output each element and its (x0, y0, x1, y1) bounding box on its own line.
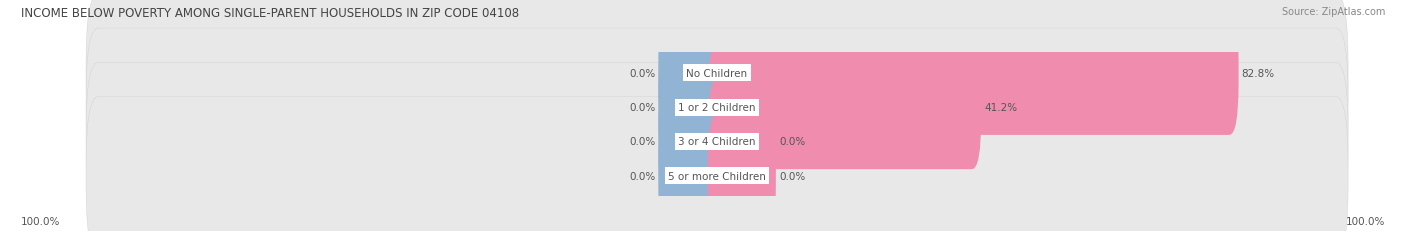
Text: 0.0%: 0.0% (628, 69, 655, 79)
FancyBboxPatch shape (86, 97, 1348, 231)
Text: 100.0%: 100.0% (1346, 216, 1385, 226)
FancyBboxPatch shape (86, 63, 1348, 221)
Text: 0.0%: 0.0% (628, 137, 655, 147)
Text: INCOME BELOW POVERTY AMONG SINGLE-PARENT HOUSEHOLDS IN ZIP CODE 04108: INCOME BELOW POVERTY AMONG SINGLE-PARENT… (21, 7, 519, 20)
Text: No Children: No Children (686, 69, 748, 79)
Text: 3 or 4 Children: 3 or 4 Children (678, 137, 756, 147)
Text: 0.0%: 0.0% (779, 137, 806, 147)
FancyBboxPatch shape (707, 12, 1239, 135)
Text: 41.2%: 41.2% (984, 103, 1018, 113)
Text: 5 or more Children: 5 or more Children (668, 171, 766, 181)
FancyBboxPatch shape (658, 46, 727, 169)
Text: 82.8%: 82.8% (1241, 69, 1275, 79)
FancyBboxPatch shape (707, 46, 981, 169)
FancyBboxPatch shape (86, 0, 1348, 152)
Text: 0.0%: 0.0% (779, 171, 806, 181)
Text: 0.0%: 0.0% (628, 103, 655, 113)
FancyBboxPatch shape (658, 80, 727, 204)
FancyBboxPatch shape (707, 114, 776, 231)
Text: 0.0%: 0.0% (628, 171, 655, 181)
FancyBboxPatch shape (86, 29, 1348, 186)
Text: Source: ZipAtlas.com: Source: ZipAtlas.com (1281, 7, 1385, 17)
FancyBboxPatch shape (707, 80, 776, 204)
FancyBboxPatch shape (658, 12, 727, 135)
FancyBboxPatch shape (658, 114, 727, 231)
Text: 1 or 2 Children: 1 or 2 Children (678, 103, 756, 113)
Text: 100.0%: 100.0% (21, 216, 60, 226)
